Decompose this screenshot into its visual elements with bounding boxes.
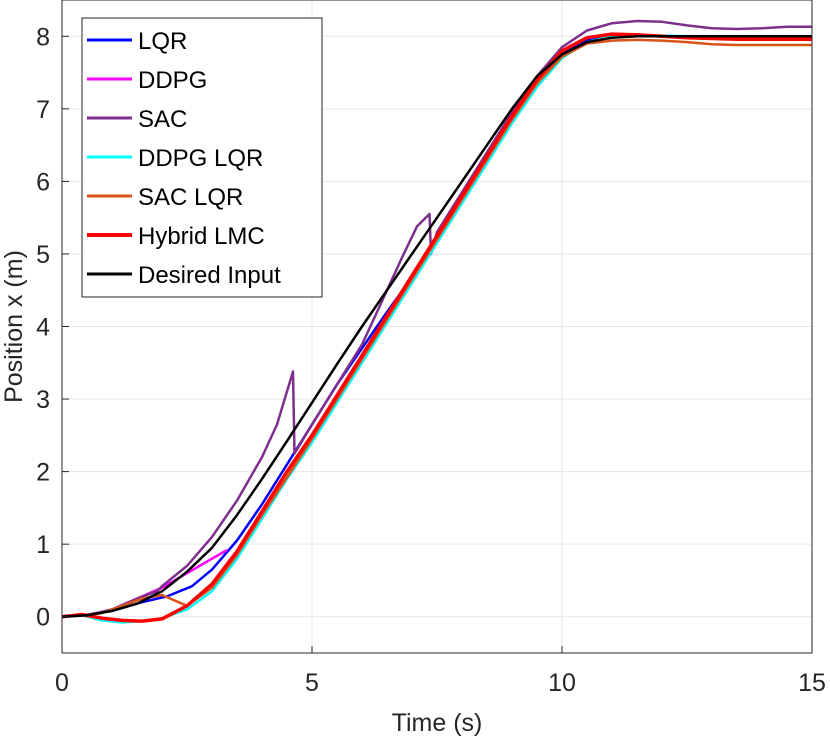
legend-entry: DDPG [138, 67, 207, 94]
x-axis-label: Time (s) [392, 709, 483, 737]
legend-entry: Desired Input [138, 262, 281, 289]
x-tick-label: 15 [798, 669, 826, 697]
y-tick-label: 2 [36, 459, 50, 487]
y-tick-label: 1 [36, 531, 50, 559]
legend-entry: SAC LQR [138, 184, 243, 211]
y-tick-label: 4 [36, 314, 50, 342]
legend-entry: LQR [138, 28, 187, 55]
y-tick-label: 8 [36, 23, 50, 51]
y-axis-label: Position x (m) [0, 250, 28, 403]
y-tick-label: 3 [36, 386, 50, 414]
legend-entry: DDPG LQR [138, 145, 263, 172]
series-line-sac [62, 19, 812, 618]
series-line-sac-lqr [62, 38, 812, 618]
legend: LQR DDPG SAC DDPG LQR SAC LQR Hybrid LMC Desir… [81, 17, 323, 298]
x-tick-label: 10 [548, 669, 576, 697]
series-line-desired-input [62, 35, 812, 618]
y-tick-label: 6 [36, 168, 50, 196]
legend-entry: SAC [138, 106, 187, 133]
series-lines [62, 19, 812, 624]
series-line-ddpg [62, 548, 228, 618]
x-tick-label: 5 [305, 669, 319, 697]
y-tick-label: 7 [36, 96, 50, 124]
y-tick-label: 5 [36, 241, 50, 269]
legend-entry: Hybrid LMC [138, 223, 265, 250]
x-tick-label: 0 [55, 669, 69, 697]
y-tick-label: 0 [36, 604, 50, 632]
tick-labels: 0 5 10 15 0 1 2 3 4 5 6 7 8 [36, 23, 826, 697]
